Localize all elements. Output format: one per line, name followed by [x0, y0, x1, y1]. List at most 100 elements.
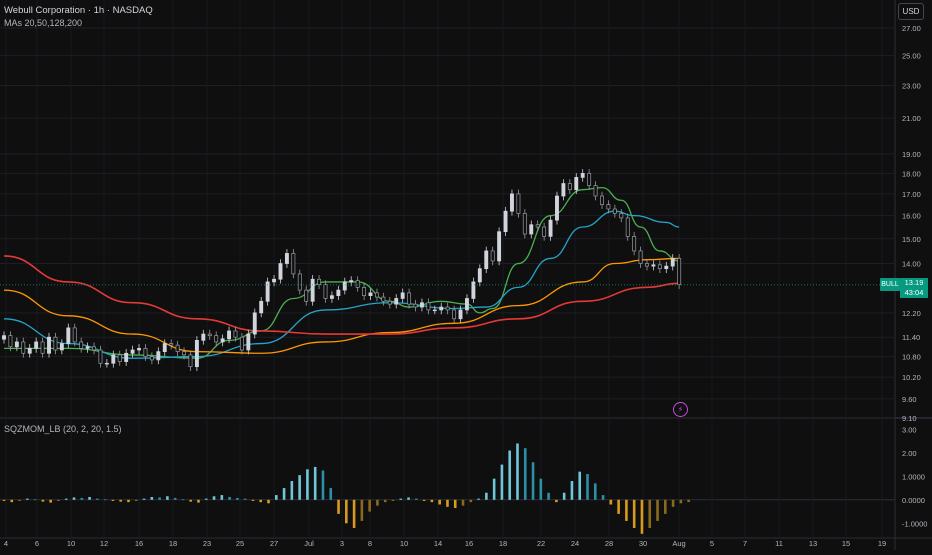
candle [259, 300, 264, 314]
momentum-bar [313, 466, 317, 500]
x-tick-label: Aug [672, 539, 685, 548]
momentum-bar [586, 473, 589, 500]
candle [439, 306, 444, 311]
momentum-bar [337, 499, 340, 514]
y-tick-label: 19.00 [902, 150, 921, 159]
momentum-bar [687, 499, 690, 503]
x-tick-label: 22 [537, 539, 545, 548]
momentum-bar [383, 499, 387, 503]
momentum-bar [275, 495, 278, 500]
candle [124, 352, 129, 362]
momentum-bar [10, 499, 14, 503]
y-tick-label: 14.00 [902, 260, 921, 269]
candle [651, 264, 656, 267]
momentum-bar [111, 499, 115, 501]
y-tick-label: 10.20 [902, 373, 921, 382]
x-tick-label: 16 [465, 539, 473, 548]
candle [85, 346, 90, 349]
candle [400, 292, 405, 299]
candle [477, 268, 482, 283]
momentum-bar [290, 481, 294, 500]
momentum-bar [376, 499, 379, 506]
candle [458, 309, 463, 320]
candle [362, 286, 367, 297]
momentum-bar [492, 478, 496, 500]
momentum-bar [49, 499, 52, 503]
candle [349, 280, 354, 283]
momentum-bar [345, 499, 348, 524]
momentum-bar [453, 499, 457, 509]
x-tick-label: 18 [499, 539, 507, 548]
x-tick-label: 30 [639, 539, 647, 548]
momentum-bar [197, 499, 200, 503]
candle [239, 336, 244, 351]
candle [252, 312, 257, 335]
candle [53, 336, 58, 351]
momentum-bar [282, 488, 286, 500]
candle [490, 250, 495, 262]
candle [329, 295, 334, 299]
momentum-bar [578, 471, 582, 500]
candle [233, 330, 238, 338]
momentum-bar [267, 499, 270, 504]
candle [220, 338, 225, 343]
candle [182, 351, 186, 356]
momentum-bar [329, 488, 333, 500]
candle [284, 253, 289, 264]
candle [471, 281, 476, 299]
candle [445, 306, 450, 311]
momentum-bar [430, 499, 434, 503]
candle [291, 253, 296, 275]
candle [387, 300, 392, 305]
momentum-bar [352, 499, 356, 528]
momentum-bar [399, 498, 403, 500]
momentum-bar [26, 498, 29, 500]
momentum-bar [220, 495, 224, 500]
y-tick-label: 21.00 [902, 114, 921, 123]
momentum-bar [103, 499, 107, 501]
ticker-badge: BULL [880, 278, 900, 291]
last-price-tag: 13.19 43:04 [900, 278, 928, 298]
candle [194, 340, 199, 368]
y-tick-label: 9.60 [902, 395, 917, 404]
x-tick-label: 12 [100, 539, 108, 548]
candle [317, 278, 322, 285]
momentum-bar [679, 499, 683, 504]
candle [21, 341, 26, 354]
candle [310, 278, 315, 302]
momentum-bar [360, 499, 364, 521]
candle [465, 298, 469, 311]
candle [484, 250, 489, 270]
momentum-bar [127, 499, 130, 503]
x-tick-label: 23 [203, 539, 211, 548]
y-tick-label: 27.00 [902, 24, 921, 33]
y-tick-label: 15.00 [902, 235, 921, 244]
candle [111, 354, 116, 364]
momentum-bar [617, 499, 620, 514]
x-tick-label: 10 [400, 539, 408, 548]
y-tick-label: 16.00 [902, 212, 921, 221]
lightning-icon[interactable]: ⚡ [673, 402, 688, 417]
y-tick-label: 25.00 [902, 52, 921, 61]
currency-button[interactable]: USD [898, 3, 924, 20]
x-tick-label: 4 [4, 539, 8, 548]
candle [278, 263, 283, 280]
momentum-bar [298, 475, 301, 500]
momentum-bar [321, 470, 325, 500]
candle [246, 333, 251, 351]
candle [27, 348, 32, 354]
momentum-bar [508, 450, 511, 500]
momentum-bar [368, 499, 371, 512]
x-tick-label: 19 [878, 539, 886, 548]
candle [510, 193, 514, 212]
momentum-bar [243, 498, 247, 500]
momentum-bar [181, 499, 185, 501]
candle [8, 335, 13, 348]
candle [66, 327, 71, 344]
candle [677, 258, 682, 285]
momentum-bar [119, 499, 122, 502]
candle [529, 224, 534, 235]
candle [342, 281, 347, 291]
